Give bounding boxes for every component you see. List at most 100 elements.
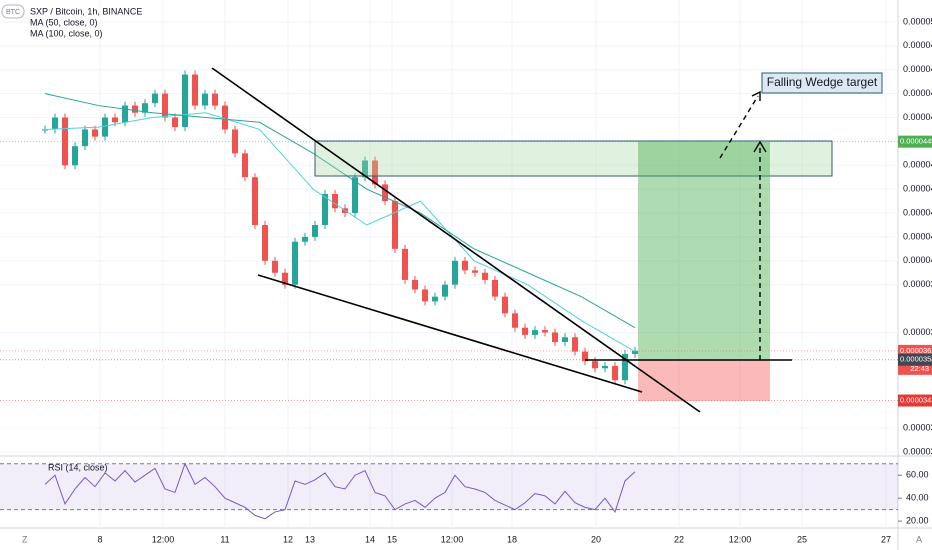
y-tick-label: 0.00003700	[903, 327, 932, 337]
candle-body	[52, 117, 58, 130]
candle-body	[252, 177, 258, 225]
y-tick-label: 0.00004800	[903, 64, 932, 74]
target-zone	[638, 141, 770, 360]
rsi-tick-label: 20.00	[906, 515, 929, 525]
price-tag-label: 0.00003586	[900, 355, 932, 364]
rsi-tick-label: 40.00	[906, 493, 929, 503]
price-tag-label: 0.00004499	[900, 137, 932, 146]
x-tick-label: 11	[220, 534, 229, 544]
y-tick-label: 0.00003200	[903, 446, 932, 456]
candle-body	[192, 74, 198, 106]
y-tick-label: 0.00004200	[903, 207, 932, 217]
candle-body	[42, 129, 48, 131]
y-tick-label: 0.00004600	[903, 112, 932, 122]
legend-title: SXP / Bitcoin, 1h, BINANCE	[30, 6, 142, 16]
candle-body	[432, 296, 438, 302]
x-tick-label: 15	[387, 534, 397, 544]
candle-body	[292, 241, 298, 285]
candle-body	[262, 224, 268, 261]
y-tick-label: 0.00004400	[903, 160, 932, 170]
candle-body	[602, 365, 608, 369]
candle-body	[92, 129, 98, 137]
candle-body	[552, 332, 558, 343]
moving-average	[44, 93, 636, 329]
legend-ma: MA (50, close, 0)	[30, 17, 98, 27]
candle-body	[362, 160, 368, 178]
x-tick-label: 13	[305, 534, 315, 544]
candle-body	[472, 270, 478, 273]
candle-body	[492, 279, 498, 297]
candle-body	[202, 93, 208, 106]
candle-body	[532, 330, 538, 335]
candle-body	[482, 272, 488, 280]
candle-body	[182, 74, 188, 128]
candle-body	[612, 365, 618, 381]
legend-ma: MA (100, close, 0)	[30, 28, 103, 38]
candle-body	[82, 129, 88, 147]
y-tick-label: 0.00004700	[903, 88, 932, 98]
wedge-upper	[211, 67, 701, 413]
candle-body	[282, 272, 288, 285]
x-tick-label: 25	[797, 534, 807, 544]
price-tag-label: 0.00003415	[900, 396, 932, 405]
candle-body	[332, 193, 338, 209]
candle-body	[112, 117, 118, 123]
candle-body	[382, 184, 388, 202]
candle-body	[162, 93, 168, 118]
candle-body	[212, 93, 218, 106]
candle-body	[542, 330, 548, 333]
y-tick-label: 0.00005000	[903, 16, 932, 26]
candle-body	[592, 361, 598, 369]
candle-body	[512, 313, 518, 328]
resistance-box	[314, 140, 833, 177]
candle-body	[122, 105, 128, 123]
corner-right[interactable]: A	[916, 534, 922, 544]
y-tick-label: 0.00004300	[903, 184, 932, 194]
badge: BTC	[6, 9, 20, 16]
arrow-head	[753, 140, 767, 153]
candle-body	[172, 117, 178, 128]
candle-body	[462, 260, 468, 271]
candle-body	[232, 129, 238, 154]
y-tick-label: 0.00004100	[903, 231, 932, 241]
candle-body	[302, 236, 308, 242]
candle-body	[442, 284, 448, 297]
candle-body	[352, 177, 358, 214]
rsi-tick-label: 60.00	[906, 470, 929, 480]
stop-zone	[638, 360, 770, 401]
x-tick-label: 27	[881, 534, 891, 544]
x-tick-label: 22	[674, 534, 684, 544]
marks	[42, 70, 638, 520]
candle-body	[372, 160, 378, 185]
price-tag	[898, 135, 932, 148]
candle-body	[622, 353, 628, 381]
x-tick-label: 12	[283, 534, 293, 544]
candle-body	[582, 351, 588, 362]
candle-body	[562, 337, 568, 343]
corner-left[interactable]: Z	[22, 534, 28, 544]
x-tick-label: 8	[97, 534, 102, 544]
price-tag-label: 0.00003623	[900, 346, 932, 355]
candle-body	[62, 117, 68, 166]
candle-body	[392, 201, 398, 249]
rsi-line	[44, 462, 636, 520]
y-tick-label: 0.00003300	[903, 422, 932, 432]
x-tick-label: 12:00	[441, 534, 464, 544]
candle-body	[572, 337, 578, 352]
candle-body	[102, 117, 108, 137]
x-tick-label: 12:00	[729, 534, 752, 544]
badge-frame	[1, 4, 25, 19]
candle-body	[142, 103, 148, 113]
drawings: Falling Wedge target	[211, 67, 883, 413]
x-tick-label: 12:00	[152, 534, 175, 544]
candle-body	[72, 146, 78, 166]
price-tag	[898, 353, 932, 366]
candle-body	[412, 279, 418, 290]
wedge-lower	[257, 274, 643, 393]
candle-body	[242, 153, 248, 178]
plot-area	[0, 0, 898, 528]
price-tag	[898, 394, 932, 407]
x-tick-label: 14	[365, 534, 375, 544]
candle-body	[152, 93, 158, 104]
